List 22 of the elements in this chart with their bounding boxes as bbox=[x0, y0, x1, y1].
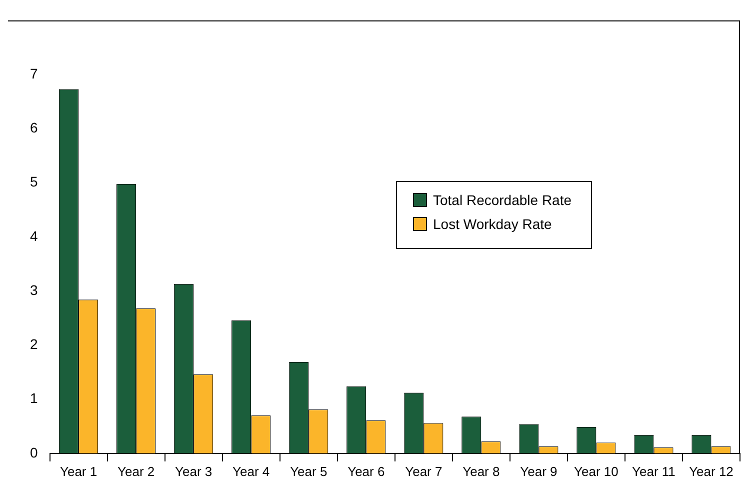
y-tick-label: 0 bbox=[30, 444, 38, 460]
y-tick-label: 3 bbox=[30, 282, 38, 298]
x-tick-label: Year 6 bbox=[348, 464, 385, 479]
y-tick-label: 4 bbox=[30, 228, 38, 244]
x-tick-label: Year 1 bbox=[60, 464, 98, 479]
x-tick-label: Year 10 bbox=[574, 464, 618, 479]
x-tick-label: Year 3 bbox=[175, 464, 212, 479]
y-tick-label: 7 bbox=[30, 65, 38, 82]
y-tick-label: 1 bbox=[30, 390, 38, 406]
legend-label: Lost Workday Rate bbox=[433, 216, 552, 232]
x-tick-label: Year 4 bbox=[232, 464, 270, 479]
y-tick-label: 2 bbox=[30, 336, 38, 352]
x-tick-label: Year 8 bbox=[462, 464, 500, 479]
x-tick-label: Year 7 bbox=[405, 464, 442, 479]
x-tick-label: Year 12 bbox=[689, 464, 734, 479]
y-tick-label: 5 bbox=[30, 174, 38, 190]
y-tick-label: 6 bbox=[30, 120, 38, 136]
x-tick-label: Year 11 bbox=[632, 464, 676, 479]
x-tick-label: Year 2 bbox=[118, 464, 155, 479]
legend-label: Total Recordable Rate bbox=[433, 192, 572, 208]
x-tick-label: Year 9 bbox=[520, 464, 558, 479]
x-tick-label: Year 5 bbox=[290, 464, 328, 479]
